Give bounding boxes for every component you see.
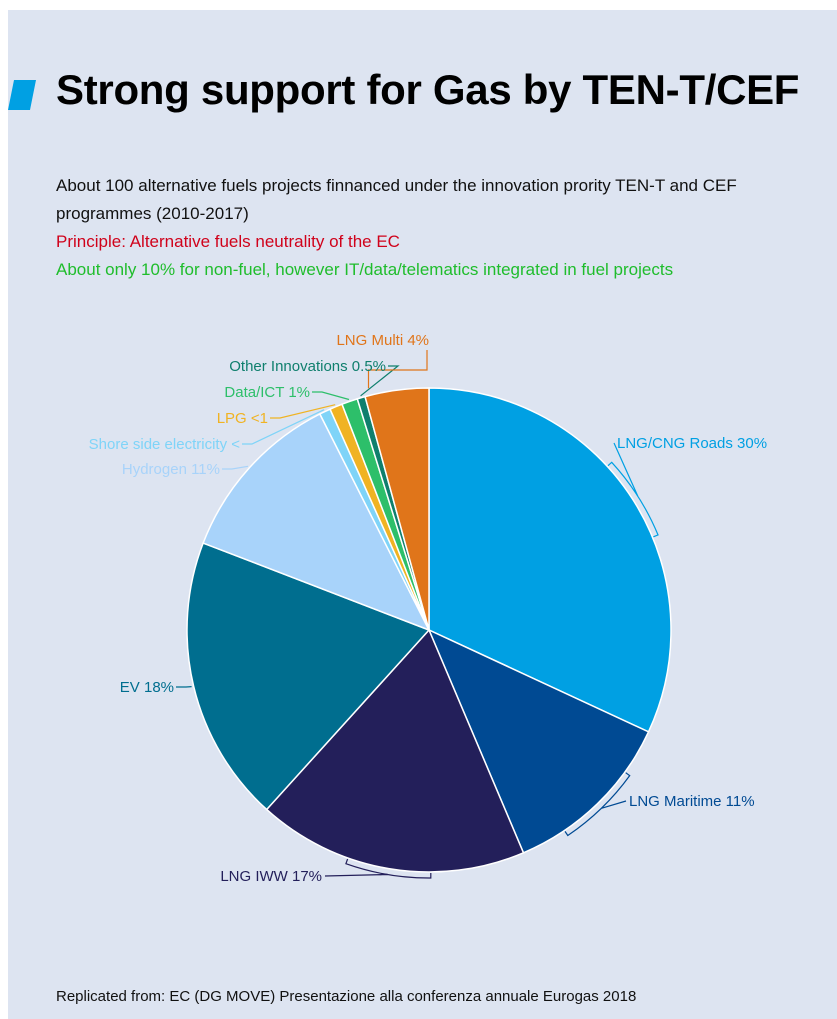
pie-leader-other-innovations-0-5 xyxy=(360,365,400,397)
pie-slice-lng-cng-roads-30 xyxy=(428,387,672,733)
description-line-1: About 100 alternative fuels projects fin… xyxy=(56,176,737,223)
pie-label-ev-18: EV 18% xyxy=(120,679,174,696)
pie-leader-data-ict-1 xyxy=(312,391,350,401)
pie-slice-lng-iww-17 xyxy=(265,628,525,873)
pie-label-data-ict-1: Data/ICT 1% xyxy=(224,384,310,401)
pie-label-lng-maritime-11: LNG Maritime 11% xyxy=(629,793,755,810)
pie-slice-lng-maritime-11 xyxy=(427,628,650,854)
page-title: Strong support for Gas by TEN-T/CEF xyxy=(56,66,800,113)
pie-slice-hydrogen-11 xyxy=(202,413,431,632)
pie-slice-lng-multi-4 xyxy=(364,387,430,631)
pie-leader-lng-multi-4 xyxy=(367,350,428,389)
title-marker-icon xyxy=(8,80,36,110)
pie-slices xyxy=(186,387,672,873)
description: About 100 alternative fuels projects fin… xyxy=(56,172,826,284)
pie-leader-shore-side-electricity xyxy=(242,409,325,445)
pie-label-other-innovations-0-5: Other Innovations 0.5% xyxy=(229,358,386,375)
pie-labels: LNG/CNG Roads 30% LNG Maritime 11% LNG IWW… xyxy=(89,332,767,885)
pie-label-lng-iww-17: LNG IWW 17% xyxy=(220,868,322,885)
pie-label-lng-cng-roads-30: LNG/CNG Roads 30% xyxy=(617,435,767,452)
pie-leader-lng-maritime-11 xyxy=(564,772,631,837)
pie-label-lpg-1: LPG <1 xyxy=(217,410,268,427)
pie-leader-lines xyxy=(176,350,659,879)
pie-leader-lng-iww-17 xyxy=(324,858,432,879)
pie-leader-lpg-1 xyxy=(270,404,336,419)
pie-label-lng-multi-4: LNG Multi 4% xyxy=(336,332,429,349)
source-note: Replicated from: EC (DG MOVE) Presentazi… xyxy=(56,988,637,1005)
description-line-principle: Principle: Alternative fuels neutrality … xyxy=(56,232,400,251)
pie-slice-ev-18 xyxy=(186,542,431,811)
pie-leader-hydrogen-11 xyxy=(222,465,249,470)
pie-label-shore-side-electricity: Shore side electricity < xyxy=(89,436,241,453)
pie-leader-lng-cng-roads-30 xyxy=(607,442,659,538)
pie-label-hydrogen-11: Hydrogen 11% xyxy=(122,461,220,478)
description-line-non-fuel: About only 10% for non-fuel, however IT/… xyxy=(56,260,674,279)
